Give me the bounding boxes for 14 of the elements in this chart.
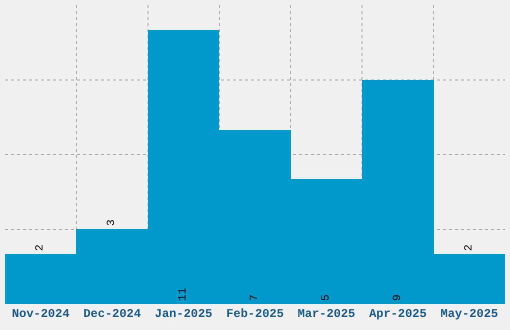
x-tick-label: Apr-2025 [369,307,427,321]
x-tick-label: Jan-2025 [154,307,212,321]
x-tick-label: Feb-2025 [226,307,284,321]
data-label: 9 [392,294,404,301]
x-tick-label: Nov-2024 [12,307,70,321]
data-label: 2 [34,244,46,251]
x-tick-label: Dec-2024 [83,307,141,321]
x-tick-label: Mar-2025 [298,307,356,321]
data-label: 7 [249,294,261,301]
x-tick-label: May-2025 [440,307,498,321]
data-label: 3 [106,219,118,226]
data-label: 11 [178,287,190,301]
data-label: 2 [464,244,476,251]
data-label: 5 [320,294,332,301]
